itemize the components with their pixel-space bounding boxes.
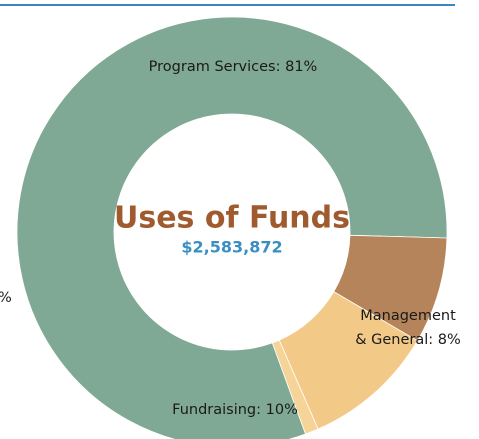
slice — [16, 16, 448, 439]
slice-label: Program Services: 81% — [149, 59, 318, 75]
chart-title: Uses of Funds — [114, 201, 350, 236]
slice-label: & General: 8% — [355, 332, 461, 348]
donut — [16, 16, 448, 439]
slice-label: Fundraising: 10% — [172, 402, 298, 418]
slice-label: % — [0, 290, 12, 306]
chart-subtitle: $2,583,872 — [181, 238, 282, 257]
slice — [271, 339, 319, 435]
slice-label: Management — [360, 308, 456, 324]
